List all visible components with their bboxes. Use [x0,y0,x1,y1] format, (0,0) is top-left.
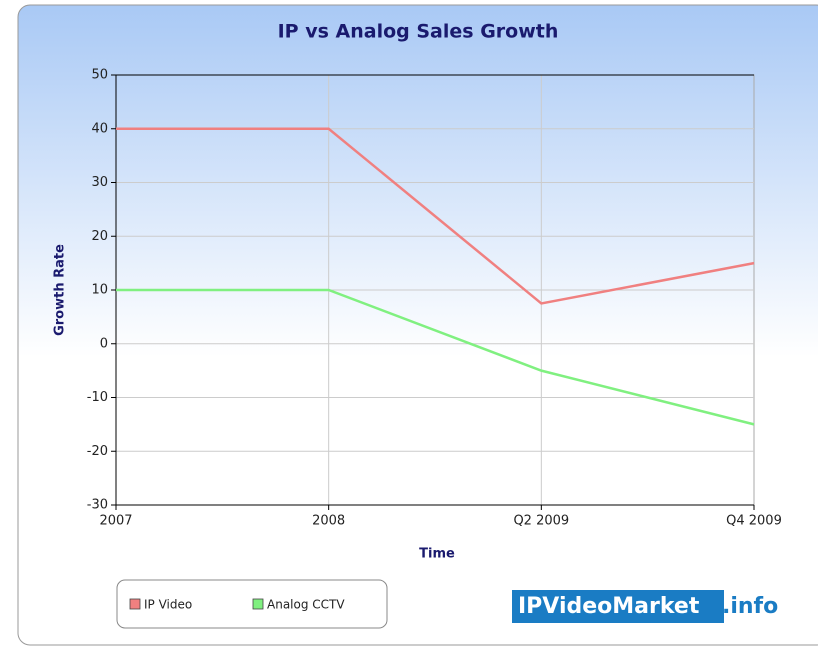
legend-swatch [252,598,264,610]
x-axis-label: Time [419,547,455,562]
y-tick-label: -20 [87,444,108,459]
brand-box [512,590,724,623]
chart-title: IP vs Analog Sales Growth [278,21,559,43]
legend [116,579,388,629]
x-tick-label: 2008 [312,514,345,529]
y-tick-label: 10 [91,283,108,298]
legend-items: IP Video Analog CCTV [129,598,345,612]
y-tick-label: 30 [91,175,108,190]
x-tick-label: Q2 2009 [513,514,569,529]
y-tick-label: -10 [87,390,108,405]
y-tick-label: -30 [87,498,108,513]
y-tick-label: 50 [91,68,108,83]
legend-swatch [129,598,141,610]
series-line [116,127,755,305]
x-tick-label: 2007 [99,514,132,529]
brand-suffix: .info [722,594,778,619]
legend-label: IP Video [144,598,192,612]
x-tick-label: Q4 2009 [726,514,782,529]
series-line [116,288,755,426]
brand-name: IPVideoMarket [518,594,700,619]
y-tick-label: 0 [100,336,108,351]
legend-label: Analog CCTV [267,598,345,612]
y-tick-label: 40 [91,121,108,136]
plot-area: -30 -20 -10 0 10 20 30 40 50 2007 2008 Q2 2009 Q4 20… [87,68,782,529]
y-axis-label: Growth Rate [53,244,68,336]
y-tick-label: 20 [91,229,108,244]
